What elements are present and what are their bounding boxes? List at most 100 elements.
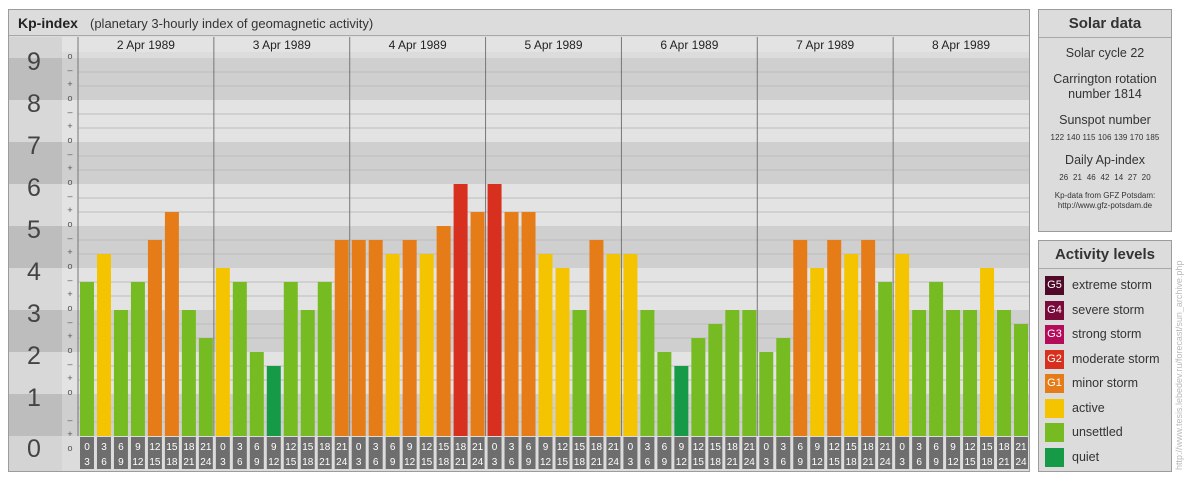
- hour-end-label: 6: [509, 457, 515, 468]
- kp-bar: [606, 254, 621, 436]
- activity-level-label: severe storm: [1072, 302, 1145, 317]
- hour-box: [674, 437, 689, 469]
- y-subtick-label: o: [67, 51, 72, 61]
- kp-bar: [334, 239, 349, 436]
- hour-box: [249, 437, 264, 469]
- hour-end-label: 15: [149, 457, 161, 468]
- hour-start-label: 9: [135, 442, 141, 453]
- hour-start-label: 6: [797, 442, 803, 453]
- y-band-0: [9, 394, 62, 436]
- hour-end-label: 6: [101, 457, 107, 468]
- hour-box: [385, 437, 400, 469]
- kp-bar: [742, 310, 757, 436]
- hour-end-label: 3: [628, 457, 634, 468]
- y-tick-label: 4: [27, 258, 41, 286]
- hour-start-label: 15: [438, 442, 450, 453]
- hour-box: [1014, 437, 1028, 469]
- kp-bar: [878, 281, 893, 436]
- hour-box: [470, 437, 485, 469]
- y-subtick-label: –: [67, 149, 72, 159]
- y-band-6: [9, 142, 62, 184]
- hour-start-label: 3: [101, 442, 107, 453]
- y-band-7: [9, 100, 62, 142]
- kp-bar-chart: 0123456789o+–o+–o+–o+–o+–o+–o+–o+–o+–o2 …: [9, 37, 1029, 471]
- hour-end-label: 15: [965, 457, 977, 468]
- hour-end-label: 24: [1015, 457, 1027, 468]
- hour-box: [300, 437, 315, 469]
- hour-start-label: 21: [744, 442, 756, 453]
- hour-end-label: 9: [254, 457, 260, 468]
- hour-box: [334, 437, 349, 469]
- hour-start-label: 15: [302, 442, 314, 453]
- hour-end-label: 21: [727, 457, 739, 468]
- kp-bar: [147, 239, 162, 436]
- y-subtick-label: o: [67, 303, 72, 313]
- hour-end-label: 12: [404, 457, 416, 468]
- day-label: 4 Apr 1989: [389, 38, 447, 52]
- hour-end-label: 21: [998, 457, 1010, 468]
- kp-chart-panel: Kp-index (planetary 3-hourly index of ge…: [8, 9, 1030, 472]
- hour-start-label: 0: [220, 442, 226, 453]
- kp-bar: [640, 310, 655, 436]
- y-tick-label: 8: [27, 90, 41, 118]
- hour-end-label: 15: [557, 457, 569, 468]
- kp-bar: [300, 310, 315, 436]
- kp-bar: [997, 310, 1012, 436]
- hour-box: [997, 437, 1012, 469]
- y-band-8: [9, 58, 62, 100]
- y-subtick-label: +: [67, 247, 72, 257]
- hour-start-label: 15: [166, 442, 178, 453]
- kp-bar: [691, 338, 706, 436]
- kp-bar: [487, 184, 502, 436]
- kp-bar: [555, 268, 570, 436]
- y-subtick-label: o: [67, 261, 72, 271]
- hour-box: [742, 437, 757, 469]
- kp-bar: [623, 254, 638, 436]
- hour-box: [929, 437, 944, 469]
- hour-box: [759, 437, 774, 469]
- hour-end-label: 9: [526, 457, 532, 468]
- hour-end-label: 12: [132, 457, 144, 468]
- y-subtick-label: +: [67, 79, 72, 89]
- hour-start-label: 9: [679, 442, 685, 453]
- hour-end-label: 15: [693, 457, 705, 468]
- hour-box: [130, 437, 145, 469]
- y-subtick-label: o: [67, 135, 72, 145]
- y-subtick-label: –: [67, 275, 72, 285]
- kp-bar: [96, 254, 111, 436]
- hour-start-label: 6: [118, 442, 124, 453]
- y-band-3: [9, 268, 62, 310]
- y-subtick-label: +: [67, 373, 72, 383]
- hour-end-label: 21: [319, 457, 331, 468]
- hour-end-label: 15: [285, 457, 297, 468]
- day-label: 5 Apr 1989: [524, 38, 582, 52]
- activity-level-swatch: G3: [1045, 325, 1064, 344]
- sunspot-label: Sunspot number: [1059, 113, 1151, 127]
- kp-bar: [249, 352, 264, 436]
- hour-start-label: 3: [373, 442, 379, 453]
- hour-end-label: 18: [846, 457, 858, 468]
- hour-start-label: 0: [84, 442, 90, 453]
- activity-level-swatch: G1: [1045, 374, 1064, 393]
- hour-end-label: 24: [880, 457, 892, 468]
- hour-box: [487, 437, 502, 469]
- hour-start-label: 3: [645, 442, 651, 453]
- hour-box: [402, 437, 417, 469]
- hour-start-label: 15: [710, 442, 722, 453]
- hour-start-label: 18: [319, 442, 331, 453]
- hour-end-label: 3: [220, 457, 226, 468]
- hour-box: [606, 437, 621, 469]
- y-subtick-label: –: [67, 65, 72, 75]
- carrington-rotation-number: number 1814: [1068, 87, 1142, 101]
- y-subtick-label: +: [67, 289, 72, 299]
- activity-level-row: quiet: [1045, 447, 1171, 467]
- solar-cycle: Solar cycle 22: [1065, 46, 1145, 60]
- kp-bar: [470, 212, 485, 436]
- hour-start-label: 18: [455, 442, 467, 453]
- hour-box: [827, 437, 842, 469]
- y-band-4: [9, 226, 62, 268]
- activity-level-row: G5 extreme storm: [1045, 275, 1171, 295]
- hour-box: [538, 437, 553, 469]
- kp-bar: [317, 281, 332, 436]
- y-subtick-label: –: [67, 415, 72, 425]
